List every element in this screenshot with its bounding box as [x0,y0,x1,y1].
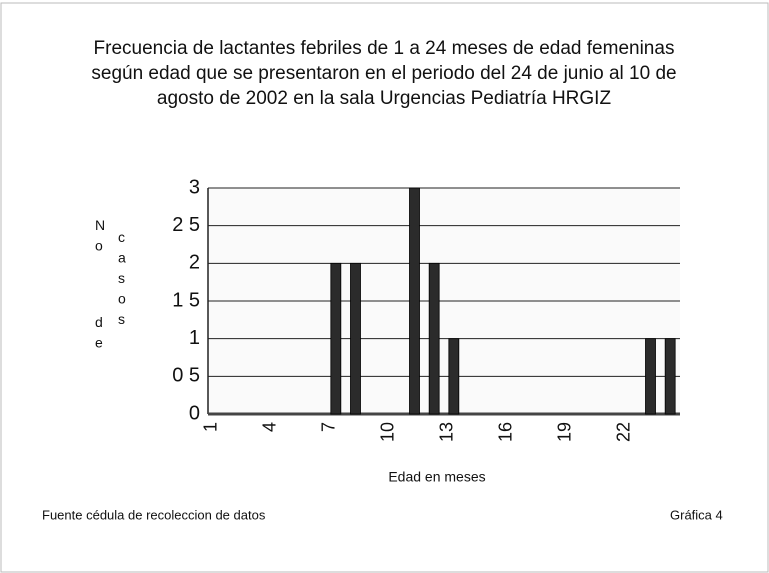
x-tick-label: 22 [614,422,634,442]
x-tick-label: 19 [555,422,575,442]
chart-title: Frecuencia de lactantes febriles de 1 a … [91,38,677,109]
bar [448,338,460,415]
bar [409,187,420,415]
y-tick-label: 1 5 [172,289,200,311]
y-tick-label: 3 [189,176,200,198]
figure-label: Gráfica 4 [670,507,723,522]
source-note: Fuente cédula de recoleccion de datos [42,507,266,522]
x-tick-label: 4 [260,422,280,432]
x-tick-label: 16 [496,422,516,442]
bar [645,338,656,415]
x-tick-label: 1 [201,422,221,432]
y-tick-label: 2 [189,252,200,274]
bar [428,262,440,415]
bar [330,262,342,415]
x-tick-label: 13 [437,422,457,442]
y-tick-label: 1 [189,327,200,349]
y-tick-label: 0 [189,402,200,424]
x-tick-label: 7 [319,422,339,432]
x-tick-label: 10 [378,422,398,442]
bar [350,262,361,415]
y-tick-label: 0 5 [172,365,200,387]
y-tick-label: 2 5 [172,214,200,236]
x-axis-label: Edad en meses [388,469,485,485]
bar [664,338,676,415]
